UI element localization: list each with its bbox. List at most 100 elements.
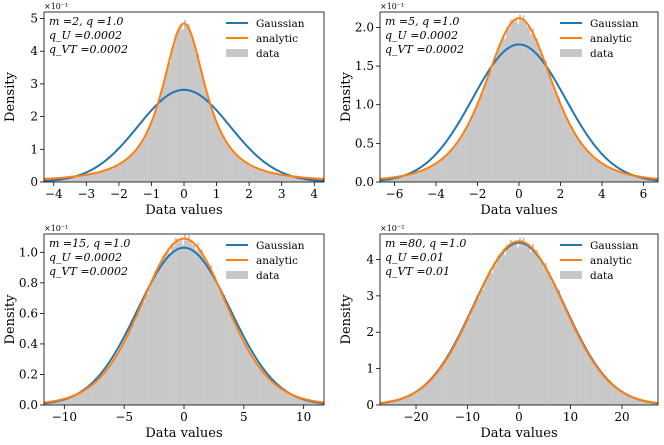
data-histogram-bar — [133, 152, 136, 182]
data-histogram-bar — [163, 78, 166, 182]
data-histogram-bar — [86, 174, 89, 182]
data-histogram-bar — [208, 102, 211, 182]
data-histogram-bar — [141, 140, 144, 182]
data-histogram-bar — [92, 382, 95, 405]
x-tick-label: 0 — [515, 410, 523, 424]
data-histogram-bar — [282, 390, 285, 405]
data-histogram-bar — [202, 257, 205, 405]
data-histogram-bar — [539, 261, 542, 405]
data-histogram-bar — [502, 35, 505, 182]
data-histogram-bar — [126, 158, 129, 182]
data-histogram-bar — [169, 253, 172, 405]
data-histogram-bar — [105, 169, 108, 182]
data-histogram-bar — [604, 377, 607, 405]
x-tick-label: −4 — [427, 187, 445, 201]
data-histogram-bar — [114, 165, 117, 182]
data-histogram-bar — [238, 334, 241, 405]
data-histogram-bar — [559, 105, 562, 182]
y-tick-label: 1 — [366, 362, 374, 376]
chart-panel-3: −10 −5 0 5 10 0.0 0.2 0.4 0.6 0.8 1.0 ×10⁻¹ Data val… — [3, 224, 325, 441]
data-histogram-bar — [165, 253, 168, 405]
data-histogram-bar — [72, 176, 75, 182]
data-histogram-bar — [167, 248, 170, 405]
data-histogram-bar — [195, 54, 198, 182]
data-histogram-bar — [98, 172, 101, 182]
x-tick-label: −10 — [52, 410, 77, 424]
data-histogram-bar — [279, 387, 282, 405]
x-tick-label: 0 — [180, 187, 188, 201]
data-histogram-bar — [546, 272, 549, 405]
data-histogram-bar — [543, 267, 546, 405]
legend-label: analytic — [256, 33, 298, 45]
data-histogram-bar — [585, 151, 588, 182]
data-histogram-bar — [520, 20, 523, 182]
data-histogram-bar — [228, 313, 231, 405]
y-axis-label: Density — [339, 71, 354, 122]
y-tick-label: 5 — [30, 12, 38, 26]
data-histogram-bar — [424, 384, 427, 405]
data-histogram-bar — [193, 243, 196, 405]
data-histogram-bar — [561, 108, 564, 182]
data-histogram-bar — [622, 173, 625, 182]
data-histogram-bar — [450, 148, 453, 182]
data-histogram-bar — [68, 177, 71, 182]
data-histogram-bar — [506, 27, 509, 182]
data-histogram-bar — [182, 29, 185, 182]
series-gaussian-line — [44, 246, 324, 405]
data-histogram-bar — [526, 246, 529, 405]
data-histogram-bar — [185, 26, 188, 182]
data-histogram-bar — [587, 354, 590, 405]
data-histogram-bar — [550, 82, 553, 182]
data-histogram-bar — [556, 291, 559, 405]
data-histogram-bar — [271, 172, 274, 182]
data-histogram-bar — [81, 175, 84, 182]
data-histogram-bar — [150, 121, 153, 182]
x-tick-label: −4 — [45, 187, 63, 201]
data-histogram-bar — [413, 173, 416, 182]
legend-label: data — [590, 48, 613, 60]
data-histogram-bar — [494, 58, 497, 182]
data-histogram-bar — [541, 260, 544, 405]
data-histogram-bar — [156, 109, 159, 182]
legend-label: Gaussian — [590, 18, 639, 30]
data-histogram-bar — [404, 175, 407, 182]
data-histogram-bar — [452, 348, 455, 405]
legend: Gaussian analytic data — [226, 240, 305, 282]
data-histogram-bar — [576, 335, 579, 405]
chart-panel-2: −6 −4 −2 0 2 4 6 0.0 0.5 1.0 1.5 2.0 ×10⁻¹ Data value… — [339, 2, 659, 218]
data-histogram-bar — [420, 388, 423, 405]
data-histogram-bar — [533, 252, 536, 405]
parameter-annotation: m =80, q =1.0 — [385, 237, 466, 250]
axis-multiplier: ×10⁻¹ — [44, 2, 68, 11]
data-histogram-bar — [565, 118, 568, 182]
x-tick-label: 1 — [213, 187, 221, 201]
data-histogram-bar — [506, 244, 509, 405]
data-histogram-bar — [245, 345, 248, 405]
data-histogram-bar — [139, 307, 142, 405]
data-histogram-bar — [281, 174, 284, 182]
data-histogram-bar — [163, 253, 166, 405]
data-histogram-bar — [294, 395, 297, 405]
data-histogram-bar — [459, 137, 462, 182]
data-histogram-bar — [520, 243, 523, 405]
data-histogram-bar — [563, 308, 566, 405]
data-histogram-bar — [118, 163, 121, 182]
data-histogram-bar — [513, 21, 516, 182]
data-histogram-bar — [474, 108, 477, 182]
plot-area — [44, 19, 324, 182]
data-histogram-bar — [517, 247, 520, 405]
data-histogram-bar — [396, 176, 399, 182]
data-histogram-bar — [531, 243, 535, 405]
data-histogram-bar — [253, 359, 256, 405]
data-histogram-bar — [600, 372, 603, 405]
data-histogram-bar — [537, 257, 540, 405]
data-histogram-bar — [544, 60, 547, 182]
data-histogram-bar — [88, 174, 91, 182]
data-histogram-bar — [75, 394, 78, 405]
data-histogram-bar — [391, 177, 394, 182]
data-histogram-bar — [182, 244, 185, 405]
data-histogram-bar — [129, 155, 132, 182]
data-histogram-bar — [77, 176, 80, 182]
data-histogram-bar — [383, 402, 386, 405]
data-histogram-bar — [633, 398, 636, 405]
